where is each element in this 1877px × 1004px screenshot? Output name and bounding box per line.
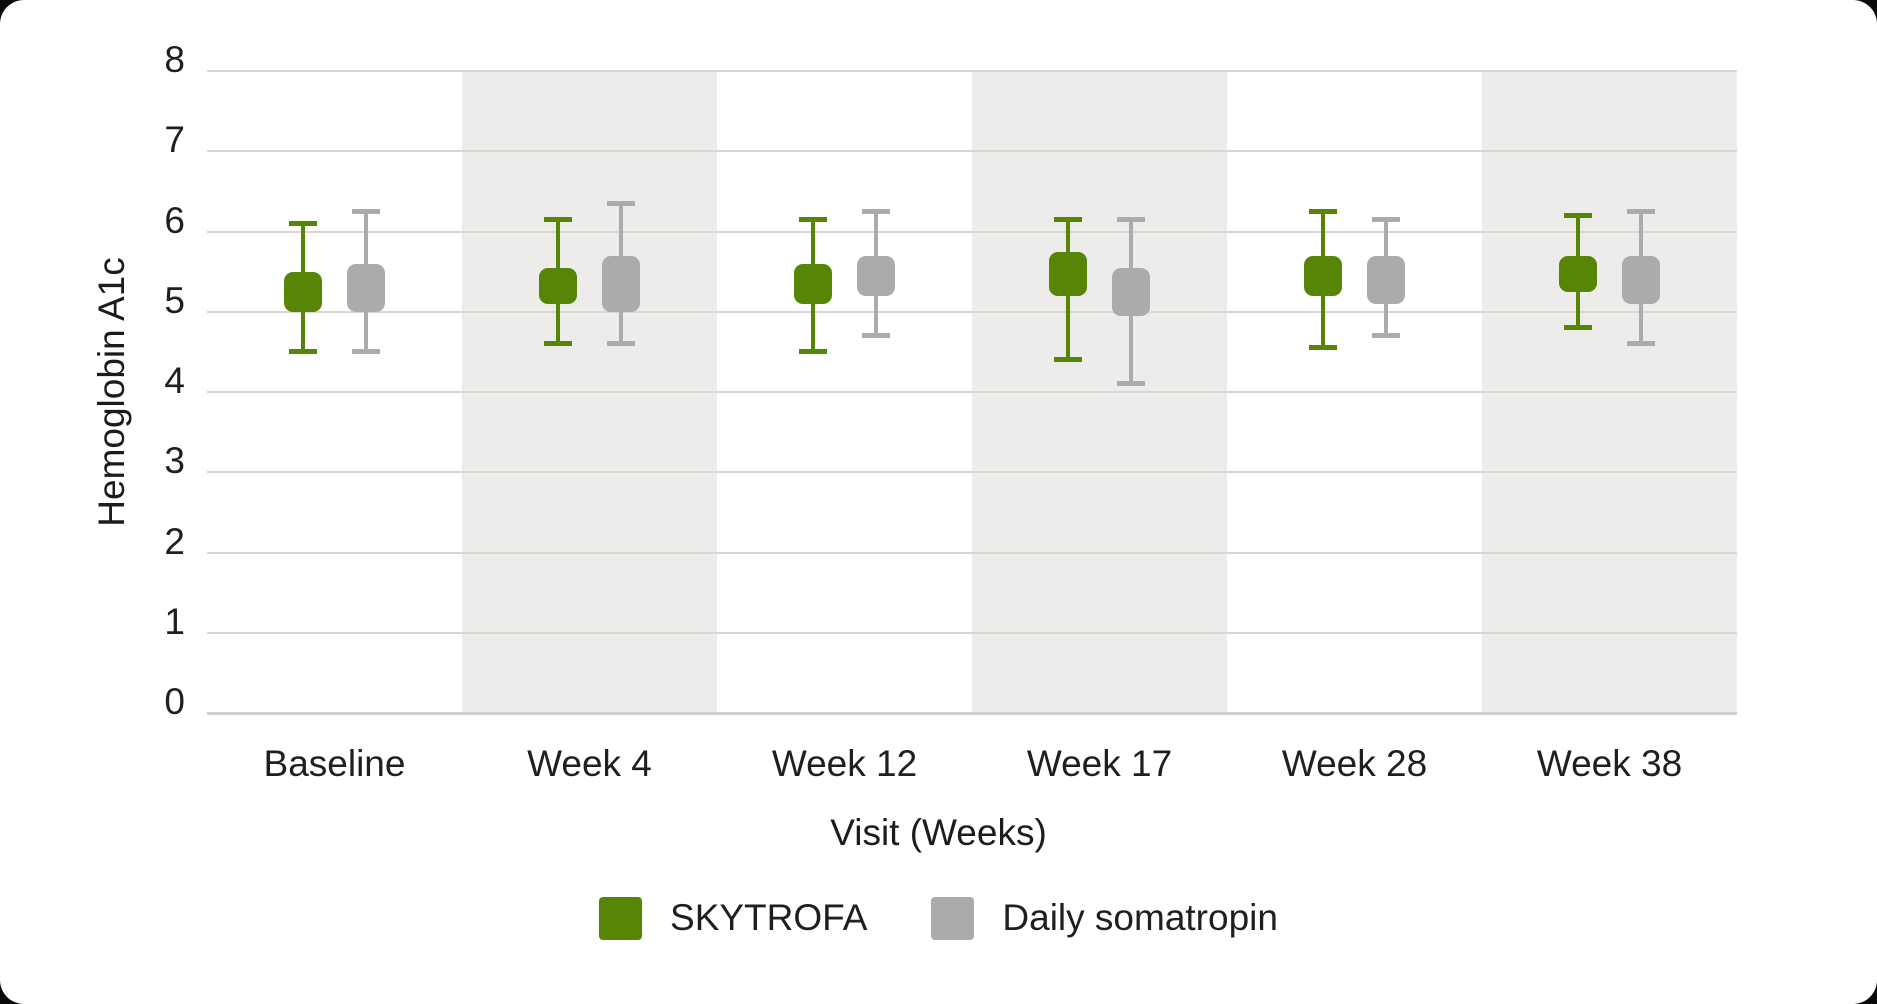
- legend-label-skytrofa: SKYTROFA: [670, 897, 868, 938]
- legend-swatch-skytrofa: [599, 896, 643, 940]
- gridline: [207, 70, 1737, 72]
- whisker-cap-skytrofa: [1053, 216, 1082, 222]
- box-marker-daily-somatropin: [1366, 255, 1405, 304]
- box-marker-skytrofa: [1048, 251, 1087, 296]
- gridline: [207, 230, 1737, 233]
- whisker-cap-skytrofa: [288, 220, 317, 226]
- whisker-cap-daily-somatropin: [1116, 381, 1145, 387]
- y-tick-label: 7: [164, 119, 185, 161]
- box-marker-daily-somatropin: [601, 255, 640, 312]
- box-marker-skytrofa: [1558, 255, 1597, 292]
- whisker-cap-skytrofa: [1053, 357, 1082, 363]
- y-tick-label: 6: [164, 199, 185, 241]
- box-marker-skytrofa: [793, 263, 832, 304]
- whisker-cap-skytrofa: [798, 216, 827, 222]
- whisker-cap-daily-somatropin: [351, 349, 380, 355]
- whisker-cap-skytrofa: [798, 349, 827, 355]
- chart-legend: SKYTROFA Daily somatropin: [0, 896, 1877, 940]
- whisker-cap-skytrofa: [1563, 212, 1592, 218]
- whisker-cap-daily-somatropin: [1626, 341, 1655, 347]
- whisker-cap-daily-somatropin: [1371, 216, 1400, 222]
- box-marker-daily-somatropin: [1111, 267, 1150, 316]
- x-tick-label: Week 28: [1281, 743, 1428, 784]
- x-axis-line: [207, 712, 1737, 715]
- y-tick-label: 3: [164, 440, 185, 482]
- whisker-cap-daily-somatropin: [861, 333, 890, 339]
- gridline: [207, 471, 1737, 474]
- whisker-cap-daily-somatropin: [1116, 216, 1145, 222]
- x-tick-label: Week 12: [771, 743, 918, 784]
- box-marker-skytrofa: [538, 267, 577, 304]
- legend-item-skytrofa: SKYTROFA: [599, 896, 867, 940]
- whisker-cap-daily-somatropin: [606, 341, 635, 347]
- x-tick-label: Week 38: [1536, 743, 1683, 784]
- y-tick-label: 8: [164, 39, 185, 80]
- box-marker-skytrofa: [283, 271, 322, 312]
- box-marker-daily-somatropin: [856, 255, 895, 296]
- box-marker-daily-somatropin: [346, 263, 385, 312]
- whisker-cap-daily-somatropin: [606, 200, 635, 206]
- gridline: [207, 391, 1737, 393]
- gridline: [207, 631, 1737, 634]
- box-marker-skytrofa: [1303, 255, 1342, 296]
- y-tick-label: 4: [164, 360, 185, 401]
- y-tick-label: 0: [164, 681, 185, 722]
- whisker-cap-daily-somatropin: [351, 208, 380, 214]
- x-tick-label: Week 4: [527, 743, 652, 784]
- x-tick-label: Baseline: [263, 743, 406, 784]
- y-axis-title: Hemoglobin A1c: [91, 257, 132, 527]
- whisker-cap-daily-somatropin: [861, 208, 890, 214]
- whisker-cap-skytrofa: [1308, 208, 1337, 214]
- whisker-cap-daily-somatropin: [1371, 333, 1400, 339]
- y-tick-label: 2: [164, 520, 185, 562]
- legend-item-daily-somatropin: Daily somatropin: [931, 896, 1278, 940]
- whisker-cap-daily-somatropin: [1626, 208, 1655, 214]
- x-axis-title: Visit (Weeks): [830, 812, 1047, 853]
- whisker-cap-skytrofa: [543, 341, 572, 347]
- gridline: [207, 551, 1737, 554]
- box-marker-daily-somatropin: [1621, 255, 1660, 304]
- y-tick-label: 1: [164, 600, 185, 642]
- gridline: [207, 310, 1737, 313]
- whisker-cap-skytrofa: [543, 216, 572, 222]
- x-tick-label: Week 17: [1026, 743, 1173, 784]
- whisker-cap-skytrofa: [1563, 325, 1592, 331]
- legend-label-daily-somatropin: Daily somatropin: [1002, 897, 1278, 938]
- whisker-cap-skytrofa: [1308, 345, 1337, 351]
- whisker-cap-skytrofa: [288, 349, 317, 355]
- gridline: [207, 150, 1737, 153]
- legend-swatch-daily-somatropin: [931, 896, 975, 940]
- y-tick-label: 5: [164, 279, 185, 321]
- plot-area: [207, 70, 1737, 715]
